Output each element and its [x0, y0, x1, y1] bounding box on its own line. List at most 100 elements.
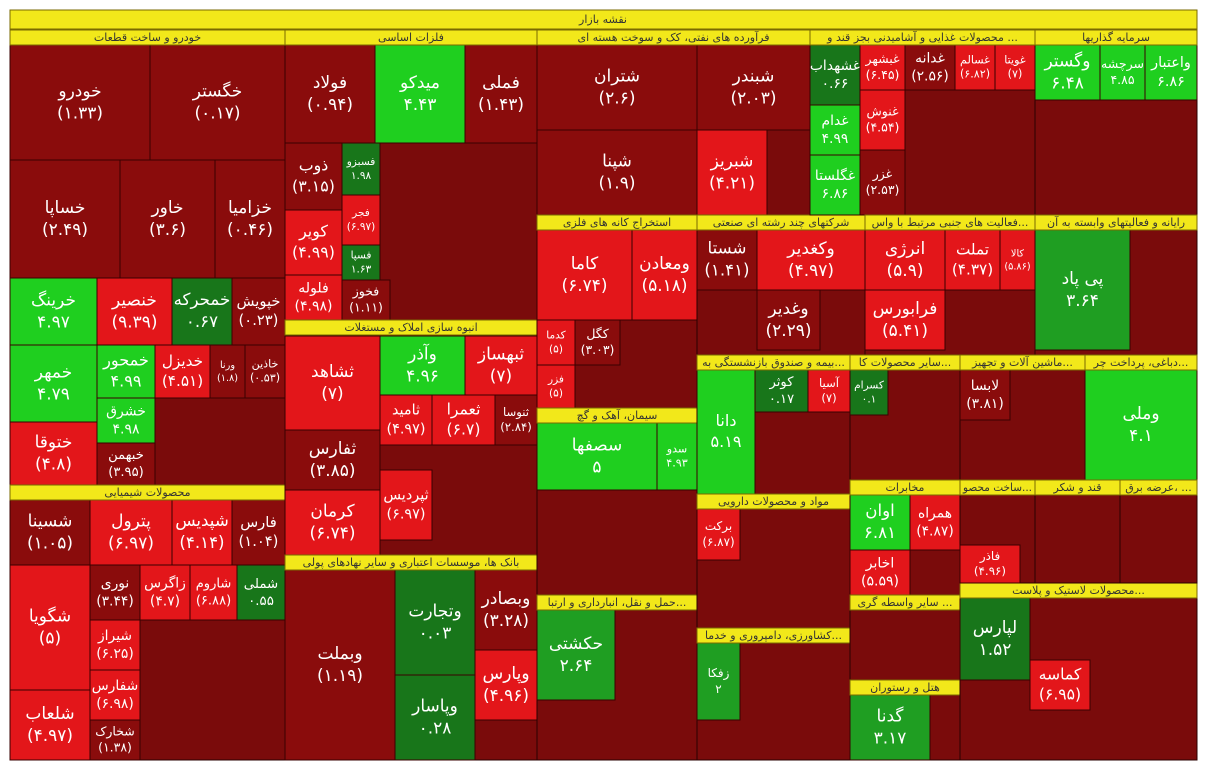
tile [139, 564, 191, 621]
tile [536, 129, 698, 216]
tile-value: (۲.۲۹) [765, 321, 811, 341]
tile-label: کرمان [310, 501, 355, 521]
tile-value: ۵.۱۹ [710, 432, 741, 451]
tile [696, 369, 756, 495]
tile [809, 104, 861, 156]
tile-value: ۶.۴۸ [1051, 74, 1084, 94]
tile-label: خپویش [236, 293, 280, 310]
sector-title: فرآورده های نفتی، کک و سوخت هسته ای [578, 30, 770, 44]
tile [656, 422, 698, 491]
tile-value: (۴.۹۷) [386, 421, 425, 437]
tile-label: غدام [822, 113, 849, 129]
tile [756, 289, 821, 351]
tile-value: (۶.۲۵) [96, 646, 134, 662]
tile [379, 394, 433, 446]
tile-value: (۲.۵۳) [866, 182, 900, 197]
tile-value: ۴.۹۷ [37, 313, 70, 333]
tile-label: شخارک [95, 723, 135, 739]
tile-label: خنصیر [111, 290, 157, 310]
tile-label: شتران [594, 66, 640, 86]
sector-title: ساخت محصو... [962, 481, 1032, 494]
tile-value: ۰.۶۶ [822, 76, 849, 92]
tile-label: همراه [918, 505, 952, 521]
tile-label: کگل [586, 326, 608, 341]
tile-value: (۶.۸۸) [196, 593, 231, 608]
tile [756, 229, 866, 291]
tile-label: انرژی [885, 239, 925, 259]
tile-value: (۶.۷۴) [309, 524, 355, 544]
tile-label: واعتبار [1150, 55, 1191, 71]
tile-value: (۰.۵۳) [250, 372, 280, 385]
tile [231, 499, 286, 566]
tile-label: غسالم [960, 53, 990, 66]
tile [1144, 44, 1198, 101]
tile-label: خدیزل [162, 352, 203, 370]
tile-value: (۲.۶) [599, 89, 636, 109]
tile [149, 44, 286, 161]
tile [849, 694, 931, 761]
tile-label: تملت [956, 241, 989, 259]
sector-title: مخابرات [886, 481, 925, 494]
tile-value: ۶.۸۶ [1157, 74, 1185, 90]
tile-label: فولاد [313, 73, 347, 93]
tile-value: (۹.۳۹) [111, 313, 157, 333]
tile [631, 229, 698, 321]
tile-label: فزر [547, 374, 564, 386]
sector-title: مواد و محصولات دارویی [718, 495, 829, 508]
tile [494, 394, 538, 446]
sector-title: عرضه برق، ... [1125, 481, 1192, 494]
tile-value: (۲.۰۳) [730, 89, 776, 109]
tile-value: (۱.۰۴) [239, 533, 279, 550]
tile-value: (۵) [39, 629, 61, 649]
tile [209, 344, 246, 399]
tile [909, 494, 961, 551]
tile [994, 44, 1036, 91]
tile-value: ۶.۸۱ [864, 523, 896, 542]
tile-value: (۷) [321, 384, 343, 404]
tile-value: (۳.۸۵) [309, 461, 355, 481]
tile-value: (۲.۸۴) [500, 420, 532, 434]
tile [244, 344, 286, 399]
tile-label: ثنوسا [503, 405, 529, 420]
tile-label: وملی [1122, 404, 1159, 424]
sector-header [1034, 214, 1198, 231]
tile-value: ۰.۶۷ [186, 312, 218, 331]
tile-label: غنوش [866, 103, 898, 119]
sector-header [1034, 29, 1198, 46]
tile-label: غویتا [1004, 53, 1026, 66]
tile-value: ۴.۴۳ [404, 95, 437, 115]
tile-value: (۴.۳۷) [952, 260, 993, 278]
tile [284, 142, 343, 211]
tile-label: آسیا [819, 376, 840, 390]
sector-title: بانک ها، موسسات اعتباری و سایر نهادهای پ… [303, 556, 520, 569]
tile [1034, 229, 1131, 351]
tile [574, 319, 621, 366]
tile [864, 289, 946, 351]
tile-label: لابسا [971, 378, 999, 394]
sector-title: ساير محصولات کا... [859, 356, 952, 369]
tile-value: (۵.۱۸) [641, 276, 687, 296]
tile-value: (۱.۳۸) [98, 740, 132, 755]
sector-title: قند و شکر [1052, 481, 1101, 494]
chart-title: نقشه بازار [578, 13, 627, 26]
sector [1119, 479, 1198, 584]
tile-value: ۴.۹۹ [110, 371, 141, 390]
tile [89, 669, 141, 721]
tile-value: (۴.۹۶) [974, 564, 1006, 578]
tile-value: ۴.۹۸ [112, 422, 140, 438]
sector-title: سایر واسطه گری ... [857, 596, 952, 609]
tile [171, 277, 233, 346]
tile [859, 44, 906, 91]
tile-value: ۱.۵۲ [979, 640, 1012, 660]
tile-value: (۱.۴۳) [478, 95, 524, 115]
tile-label: ثبهساز [477, 344, 525, 364]
tile-value: (۵.۴۱) [882, 321, 928, 341]
tile-value: (۶.۹۷) [386, 506, 425, 522]
tile-value: ۲ [715, 682, 721, 696]
tile-label: فسپا [351, 250, 372, 262]
tile [809, 44, 861, 106]
tile-label: لپارس [973, 618, 1017, 638]
tile-label: فارس [240, 514, 277, 531]
tile-label: سرچشه [1101, 56, 1144, 72]
tile-label: کسرام [854, 380, 885, 392]
